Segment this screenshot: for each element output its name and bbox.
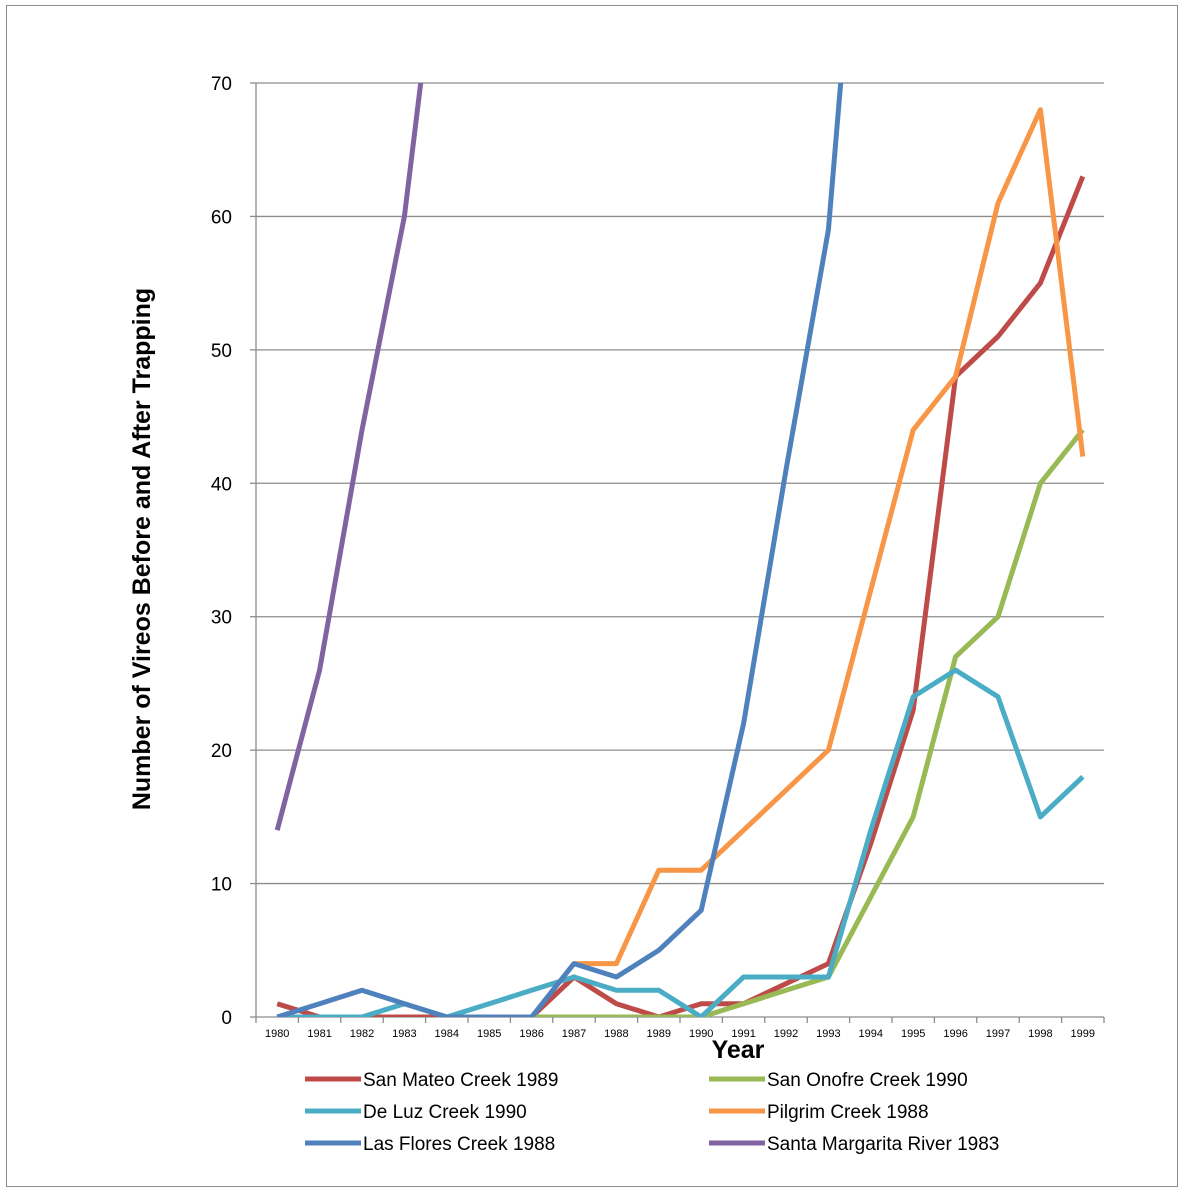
series-line-0 [276,175,1086,1017]
axes [255,83,1104,1018]
x-tick-label: 1994 [859,1028,883,1040]
x-axis-ticks: 1980 1981 1982 1983 1984 1985 1986 1987 1988 1989… [255,1017,1105,1040]
legend-label: De Luz Creek 1990 [363,1102,527,1123]
x-tick-label: 1980 [265,1028,289,1040]
y-tick-label: 60 [211,207,232,228]
x-tick-label: 1990 [689,1028,713,1040]
x-tick-label: 1989 [647,1028,671,1040]
x-tick-label: 1999 [1071,1028,1095,1040]
y-tick-label: 70 [211,74,232,95]
x-tick-label: 1986 [519,1028,543,1040]
y-axis-title: Number of Vireos Before and After Trappi… [128,288,156,810]
y-tick-label: 0 [221,1008,232,1029]
x-tick-label: 1988 [604,1028,628,1040]
legend-label: Pilgrim Creek 1988 [767,1102,929,1123]
x-tick-label: 1983 [392,1028,416,1040]
x-tick-label: 1996 [943,1028,967,1040]
x-tick-label: 1982 [350,1028,374,1040]
y-tick-label: 10 [211,875,232,896]
series-line-3 [574,107,1086,967]
x-tick-label: 1992 [774,1028,798,1040]
legend-label: Las Flores Creek 1988 [363,1134,555,1155]
x-axis-title: Year [712,1036,765,1064]
legend-label: San Mateo Creek 1989 [363,1070,558,1091]
x-tick-label: 1993 [816,1028,840,1040]
legend-label: San Onofre Creek 1990 [767,1070,968,1091]
y-axis-ticks: 0 10 20 30 40 50 60 70 [211,74,256,1029]
x-tick-label: 1998 [1028,1028,1052,1040]
series-line-4 [276,83,844,1017]
gridlines [256,82,1104,885]
x-tick-label: 1995 [901,1028,925,1040]
series-lines [274,83,1086,1017]
x-tick-label: 1981 [307,1028,331,1040]
y-tick-label: 20 [211,741,232,762]
series-line-1 [531,428,1085,1017]
y-tick-label: 40 [211,474,232,495]
x-tick-label: 1987 [562,1028,586,1040]
y-tick-label: 30 [211,608,232,629]
x-tick-label: 1984 [435,1028,459,1040]
x-tick-label: 1991 [731,1028,755,1040]
legend: San Mateo Creek 1989 San Onofre Creek 199… [305,1070,999,1155]
series-line-5 [274,83,424,831]
legend-label: Santa Margarita River 1983 [767,1134,999,1155]
series-line-2 [277,667,1085,1017]
x-tick-label: 1997 [986,1028,1010,1040]
x-tick-label: 1985 [477,1028,501,1040]
y-tick-label: 50 [211,341,232,362]
